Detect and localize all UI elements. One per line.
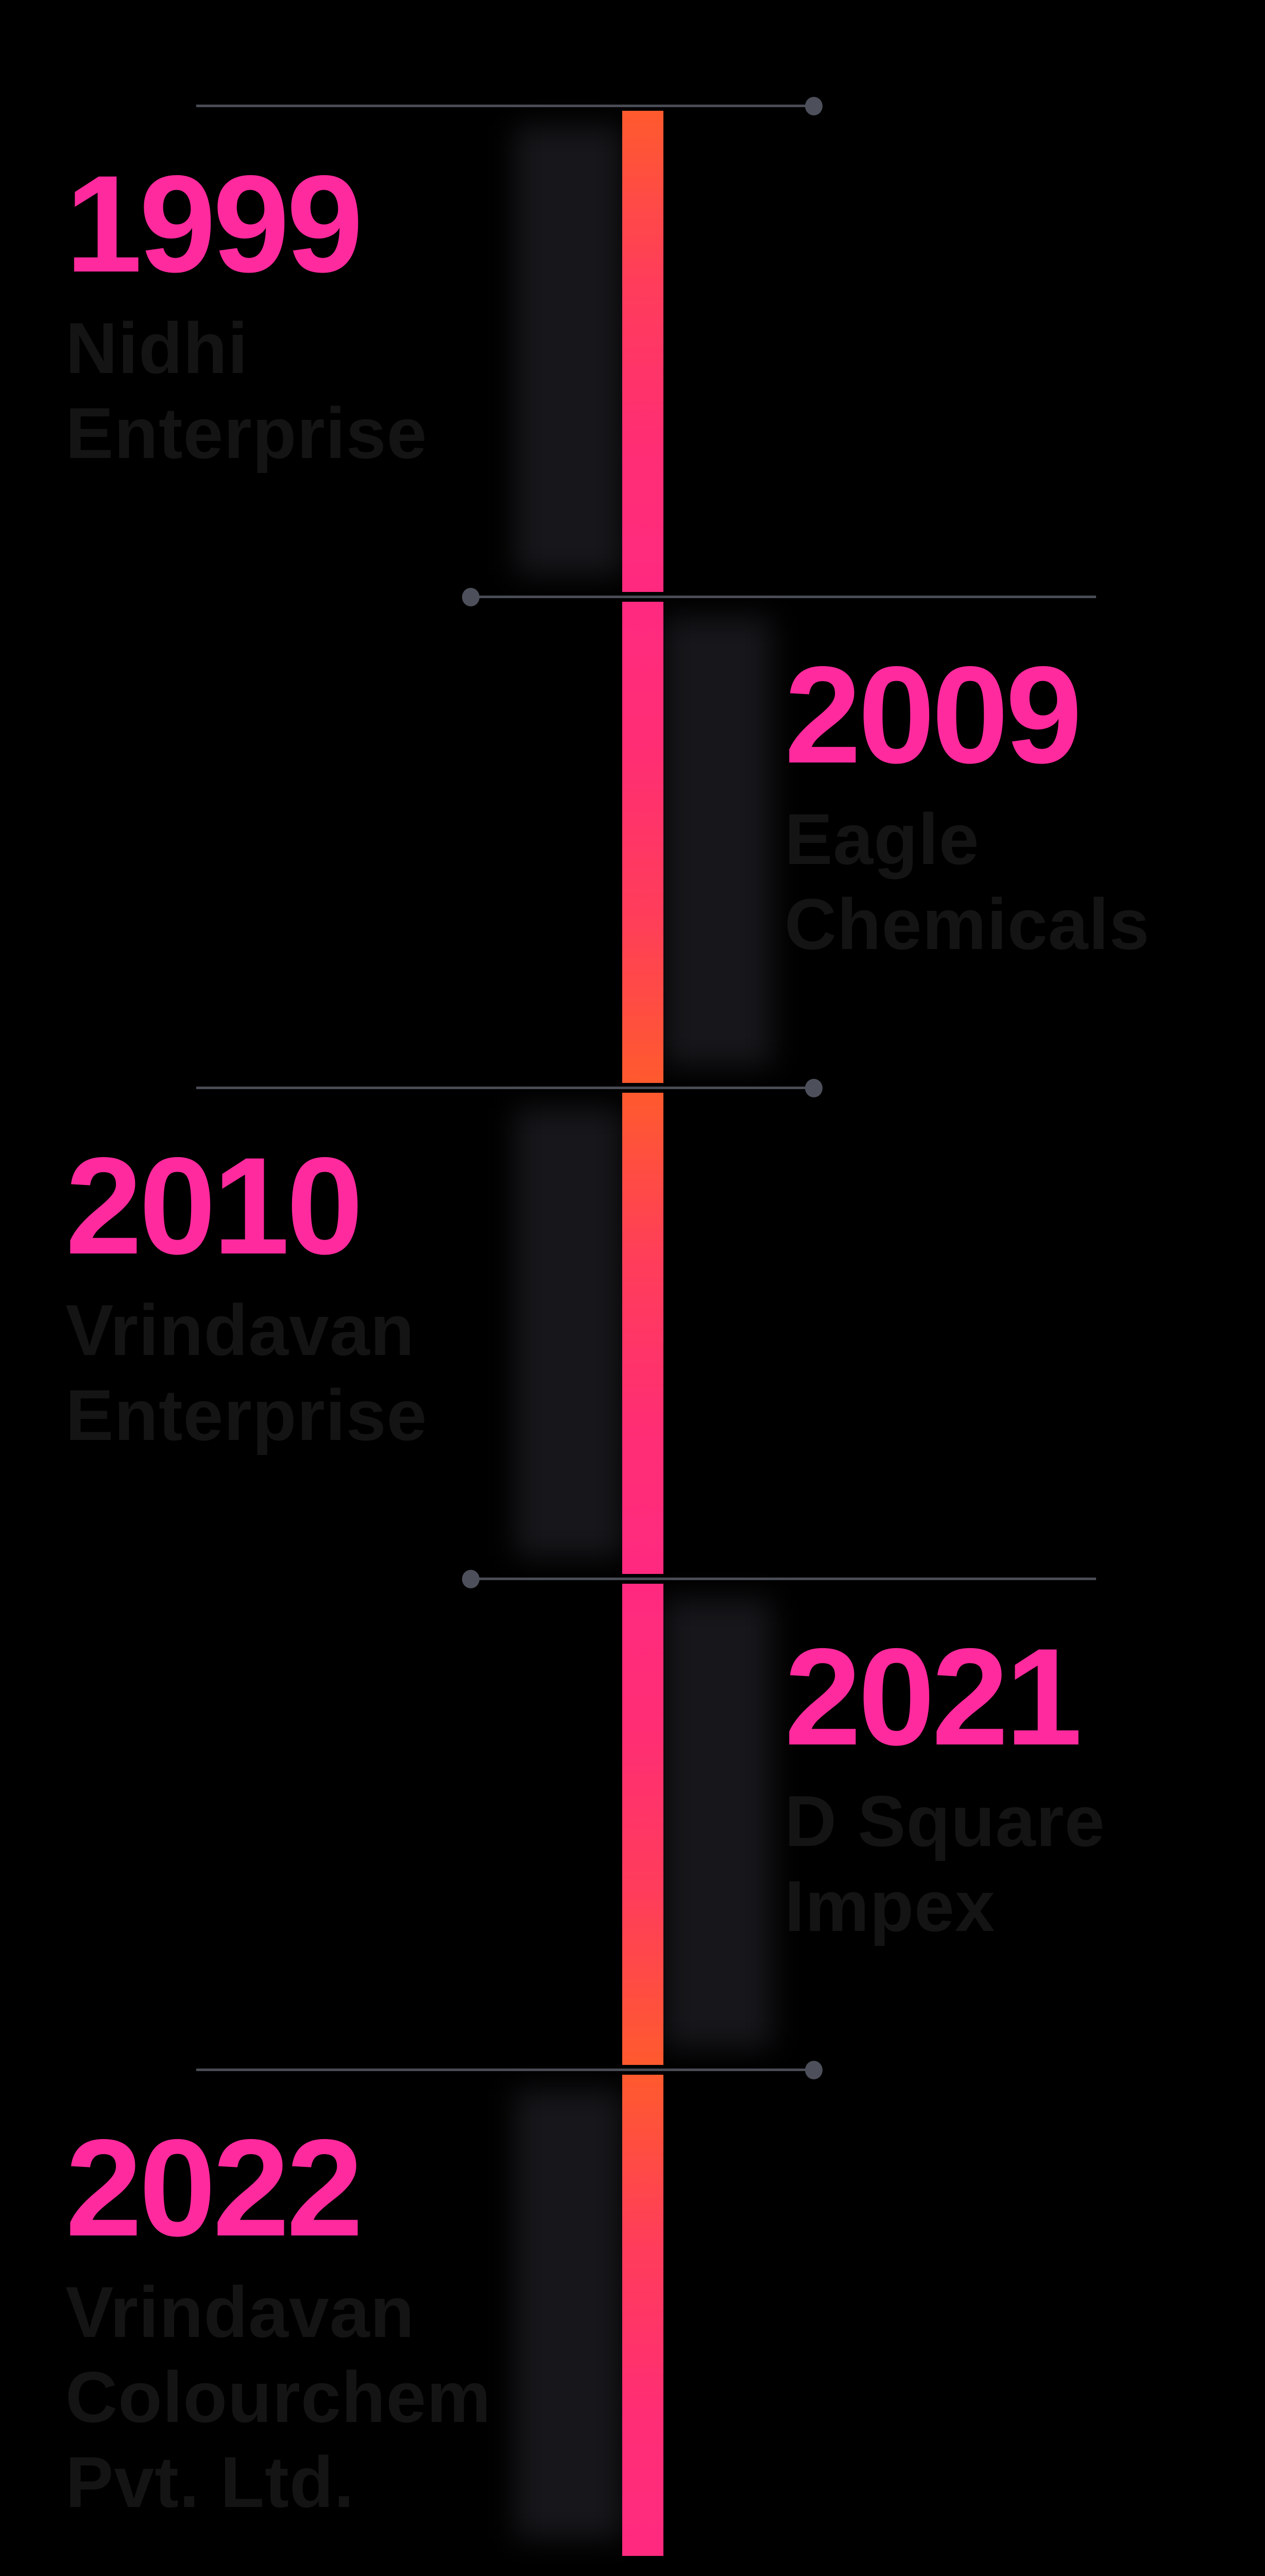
shadow-glow [663,1599,772,2047]
company-name-line: Vrindavan [65,1290,415,1370]
company-name-line: Chemicals [784,884,1150,964]
connector-line [196,2069,813,2071]
company-name-line: Nidhi [65,308,248,388]
connector-dot-icon [462,588,480,606]
company-name-line: Pvt. Ltd. [65,2442,355,2522]
company-name: D Square Impex [784,1778,1105,1948]
timeline-entry: 2021 D Square Impex [0,1570,1265,2070]
connector-dot-icon [805,97,823,115]
shadow-glow [515,2090,623,2538]
timeline-entry: 2022 Vrindavan Colourchem Pvt. Ltd. [0,2061,1265,2561]
company-name-line: Colourchem [65,2357,491,2437]
company-name-line: D Square [784,1781,1105,1861]
year-label: 2022 [65,2110,363,2265]
company-name: Vrindavan Enterprise [65,1287,427,1458]
timeline-bar-segment [622,2075,663,2556]
timeline-bar-segment [622,111,663,592]
timeline-bar-segment [622,1093,663,1574]
company-name: Nidhi Enterprise [65,306,427,476]
connector-dot-icon [805,1079,823,1097]
company-name-line: Enterprise [65,393,428,473]
year-label: 2010 [65,1128,363,1283]
connector-dot-icon [462,1570,480,1588]
company-name-line: Enterprise [65,1375,428,1455]
timeline-entry: 1999 Nidhi Enterprise [0,97,1265,597]
timeline-entry: 2009 Eagle Chemicals [0,588,1265,1088]
connector-dot-icon [805,2061,823,2079]
company-name: Eagle Chemicals [784,796,1150,967]
company-name-line: Vrindavan [65,2272,415,2352]
shadow-glow [515,126,623,574]
year-label: 2021 [784,1619,1082,1774]
shadow-glow [515,1108,623,1556]
company-name: Vrindavan Colourchem Pvt. Ltd. [65,2269,491,2524]
year-label: 1999 [65,146,363,301]
connector-line [471,1578,1096,1580]
connector-line [196,105,813,107]
company-name-line: Eagle [784,799,980,879]
year-label: 2009 [784,637,1082,792]
timeline-bar-segment [622,1584,663,2065]
connector-line [471,596,1096,598]
timeline-bar-segment [622,602,663,1083]
timeline-entry: 2010 Vrindavan Enterprise [0,1079,1265,1579]
shadow-glow [663,617,772,1065]
company-name-line: Impex [784,1866,996,1946]
connector-line [196,1087,813,1089]
